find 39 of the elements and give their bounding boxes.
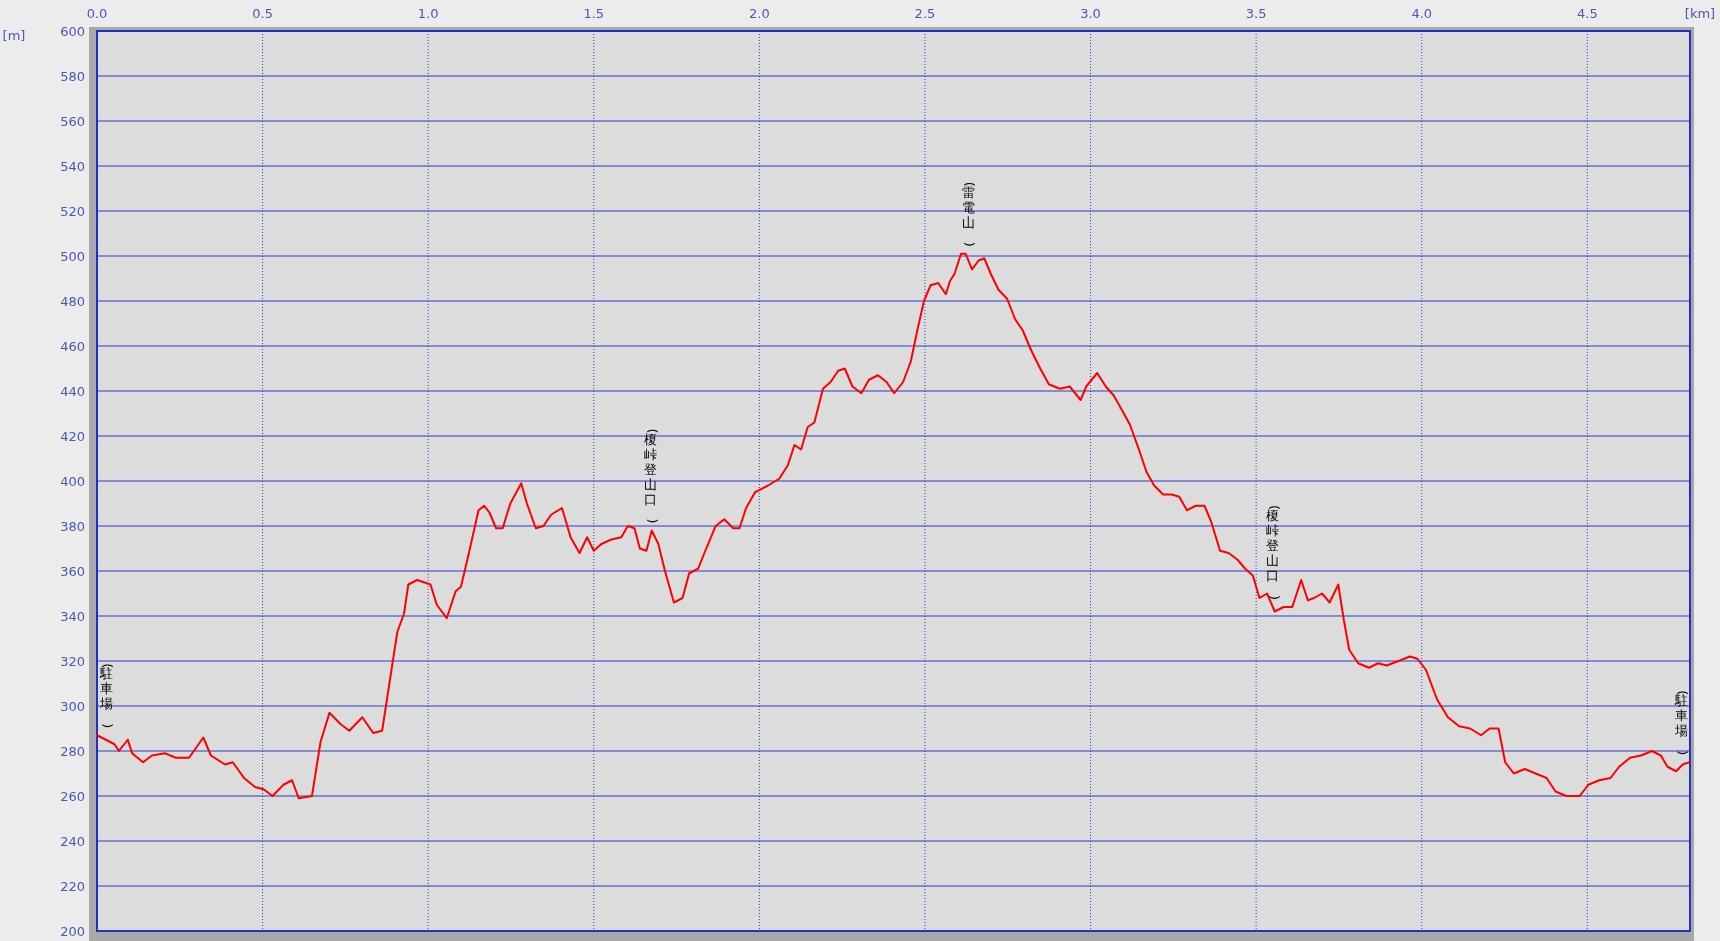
- y-tick-label: 260: [60, 789, 85, 804]
- x-tick-label: 2.0: [749, 6, 770, 21]
- y-tick-label: 380: [60, 519, 85, 534]
- y-tick-label: 540: [60, 159, 85, 174]
- annotation: (雷電山): [961, 181, 978, 247]
- y-tick-label: 520: [60, 204, 85, 219]
- x-tick-label: 0.0: [86, 6, 108, 21]
- y-tick-label: 200: [60, 924, 85, 939]
- y-tick-label: 320: [60, 654, 85, 669]
- annotation: (榎峠登山口): [1266, 505, 1283, 601]
- y-tick-label: 280: [60, 744, 85, 759]
- y-tick-label: 560: [60, 114, 85, 129]
- annotation: (榎峠登山口): [643, 428, 660, 524]
- x-tick-label: 4.0: [1411, 6, 1433, 21]
- y-tick-label: 360: [60, 564, 85, 579]
- y-tick-label: 420: [60, 429, 85, 444]
- line-series: [96, 252, 1691, 800]
- x-tick-label: 3.5: [1245, 6, 1267, 21]
- y-tick-label: 340: [60, 609, 85, 624]
- x-tick-label: 1.5: [583, 6, 605, 21]
- y-tick-label: 460: [60, 339, 85, 354]
- y-tick-label: 300: [60, 699, 85, 714]
- annotation: (駐車場): [1673, 690, 1691, 756]
- y-tick-label: 480: [60, 294, 85, 309]
- annotation: (駐車場): [98, 663, 116, 729]
- y-axis-title: [m]: [2, 28, 26, 43]
- x-tick-label: 0.5: [252, 6, 273, 21]
- y-tick-label: 440: [60, 384, 85, 399]
- y-tick-label: 580: [60, 69, 85, 84]
- y-tick-label: 400: [60, 474, 85, 489]
- y-tick-label: 240: [60, 834, 85, 849]
- y-tick-label: 500: [60, 249, 85, 264]
- x-tick-label: 2.5: [914, 6, 936, 21]
- y-tick-label: 600: [60, 24, 85, 39]
- y-tick-label: 220: [60, 879, 85, 894]
- x-tick-label: 3.0: [1080, 6, 1101, 21]
- x-tick-label: 1.0: [417, 6, 439, 21]
- x-tick-label: 4.5: [1576, 6, 1598, 21]
- x-axis-title: [km]: [1684, 6, 1716, 21]
